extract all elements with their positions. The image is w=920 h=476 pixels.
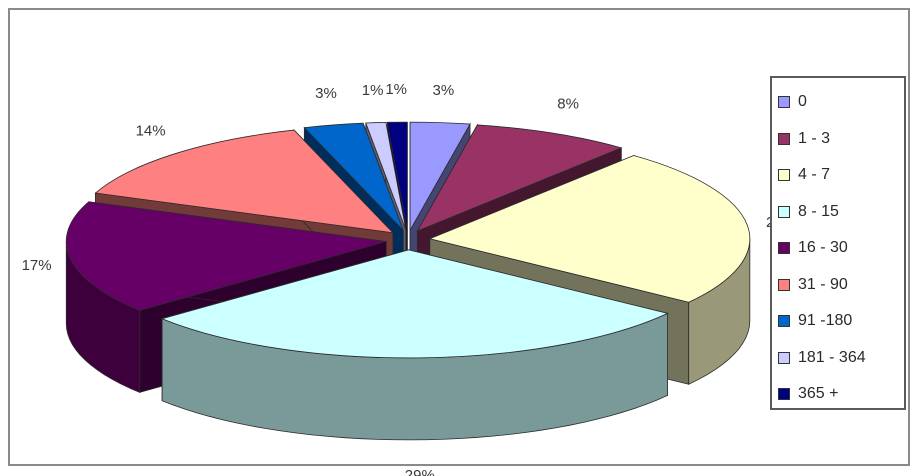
legend-item-1-3: 1 - 3 [778, 121, 904, 158]
legend-item-16-30: 16 - 30 [778, 230, 904, 267]
legend-item-4-7: 4 - 7 [778, 157, 904, 194]
legend: 0 1 - 3 4 - 7 8 - 15 16 - 30 31 - 90 91 -180 18… [770, 76, 906, 410]
legend-label: 8 - 15 [798, 202, 839, 220]
legend-item-365: 365 + [778, 376, 904, 413]
legend-item-181-364: 181 - 364 [778, 340, 904, 377]
data-label-1-3: 8% [557, 96, 579, 113]
data-label-91-180: 3% [315, 85, 337, 102]
legend-label: 91 -180 [798, 312, 853, 330]
data-label-365: 1% [385, 81, 407, 98]
legend-label: 16 - 30 [798, 239, 848, 257]
legend-swatch [778, 278, 790, 291]
slices-layer [65, 121, 751, 441]
legend-swatch [778, 242, 790, 255]
data-label-181-364: 1% [362, 82, 384, 99]
legend-swatch [778, 132, 790, 145]
legend-swatch [778, 169, 790, 182]
legend-item-31-90: 31 - 90 [778, 267, 904, 304]
legend-swatch [778, 315, 790, 328]
legend-label: 365 + [798, 385, 839, 403]
legend-label: 31 - 90 [798, 275, 848, 293]
legend-swatch [778, 205, 790, 218]
legend-label: 4 - 7 [798, 166, 831, 184]
legend-item-8-15: 8 - 15 [778, 194, 904, 231]
data-label-31-90: 14% [136, 122, 166, 139]
legend-item-0: 0 [778, 84, 904, 121]
data-label-0: 3% [433, 82, 455, 99]
legend-label: 181 - 364 [798, 348, 866, 366]
data-label-8-15: 29% [405, 467, 435, 476]
legend-swatch [778, 96, 790, 109]
legend-item-91-180: 91 -180 [778, 303, 904, 340]
pie-slice-8-15 [160, 249, 669, 441]
legend-label: 0 [798, 93, 807, 111]
legend-label: 1 - 3 [798, 129, 831, 147]
legend-swatch [778, 351, 790, 364]
data-label-16-30: 17% [22, 257, 52, 274]
legend-swatch [778, 388, 790, 401]
